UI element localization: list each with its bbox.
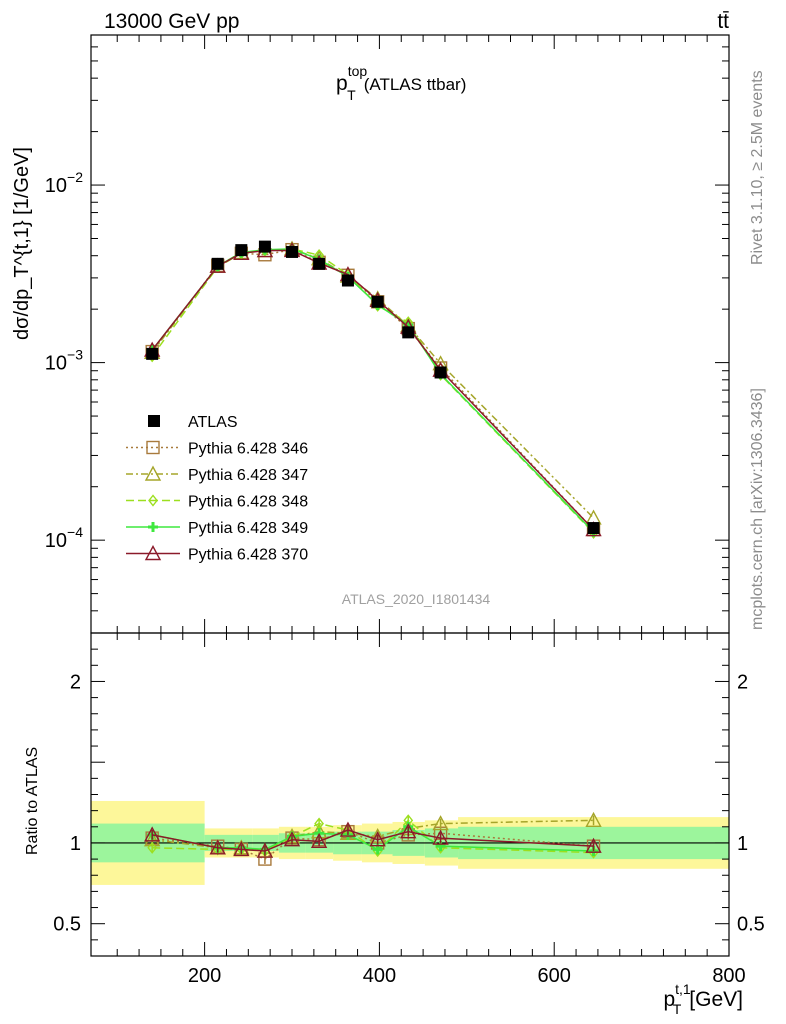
x-axis-label-sub: T [673, 1001, 682, 1017]
atlas-data-point [434, 366, 447, 379]
series-point-ratio [339, 821, 357, 837]
y-axis-label-ratio: Ratio to ATLAS [24, 747, 41, 855]
ratio-panel-series [144, 811, 602, 866]
atlas-data-point [235, 244, 248, 257]
series-point-ratio [283, 831, 301, 847]
x-tick-label: 200 [188, 965, 221, 987]
series-point-ratio [144, 826, 161, 842]
ratio-uncertainty-bands [91, 800, 729, 885]
series-point-ratio [310, 832, 328, 849]
series-point-ratio [585, 811, 602, 828]
legend-label: Pythia 6.428 346 [188, 441, 308, 458]
energy-label: 13000 GeV pp [104, 10, 239, 33]
legend-label: Pythia 6.428 348 [188, 494, 308, 511]
legend-label-atlas: ATLAS [188, 414, 238, 431]
legend-label: Pythia 6.428 349 [188, 520, 308, 537]
series-point-ratio [400, 823, 417, 839]
mcplots-label: mcplots.cern.ch [arXiv:1306.3436] [749, 388, 766, 630]
x-tick-label: 800 [712, 965, 745, 987]
atlas-data-point [371, 295, 384, 308]
legend: ATLAS Pythia 6.428 346 Pythia 6.428 347 Pyt… [126, 414, 308, 564]
series-line-top [151, 248, 595, 534]
x-axis-label-sup: t,1 [675, 981, 691, 997]
y-tick-label-ratio-left: 1 [70, 833, 81, 855]
y-tick-label-ratio-left: 0.5 [53, 914, 81, 936]
series-point-ratio [432, 815, 449, 831]
atlas-data-point [146, 347, 159, 360]
series-line-top [151, 249, 595, 531]
atlas-data-point [286, 245, 299, 258]
atlas-data-point [258, 240, 271, 253]
y-tick-label-top: 10−2 [45, 169, 83, 197]
x-axis-label: pt,1 T [GeV] [663, 981, 743, 1017]
series-point-ratio [233, 840, 250, 857]
x-axis-label-main: p [663, 988, 675, 1011]
rivet-label: Rivet 3.1.10, ≥ 2.5M events [749, 70, 766, 265]
series-point-ratio [209, 839, 226, 855]
series-point-ratio [369, 831, 386, 847]
atlas-data-point [402, 326, 415, 339]
plot-title: ptop T (ATLAS ttbar) [336, 63, 466, 103]
y-tick-label-ratio-right: 0.5 [737, 914, 765, 936]
legend-marker [144, 465, 162, 481]
plot-title-sup: top [348, 63, 368, 79]
series-line-top [151, 248, 595, 533]
x-tick-label: 400 [363, 965, 396, 987]
process-label: tt̄ [717, 10, 729, 33]
x-tick-label: 600 [538, 965, 571, 987]
legend-marker [146, 440, 160, 455]
legend-label: Pythia 6.428 370 [188, 547, 308, 564]
atlas-data-point [313, 257, 326, 270]
plot-title-sub: T [347, 87, 356, 103]
y-tick-label-ratio-right: 1 [737, 833, 748, 855]
legend-marker [144, 545, 162, 561]
series-point-ratio [256, 842, 274, 858]
plot-title-suffix: (ATLAS ttbar) [364, 75, 467, 94]
y-axis-label-top: dσ/dp_T^{t,1} [1/GeV] [11, 147, 33, 340]
series-point-ratio [147, 841, 158, 854]
y-tick-label-ratio-right: 2 [737, 671, 748, 693]
legend-marker [148, 522, 158, 532]
y-tick-label-top: 10−4 [45, 524, 83, 552]
plot-title-main: p [336, 72, 348, 95]
axis-ticks: 200 400 600 800 10−4 10−3 10−2 0.5 0.5 1 1 2 2 [45, 34, 765, 987]
top-panel-series [144, 240, 602, 539]
analysis-label: ATLAS_2020_I1801434 [342, 591, 491, 607]
legend-marker [148, 494, 158, 507]
y-tick-label-top: 10−3 [45, 347, 83, 375]
atlas-data-point [587, 522, 600, 535]
series-line-top [151, 248, 595, 531]
legend-label: Pythia 6.428 347 [188, 467, 308, 484]
x-axis-label-unit: [GeV] [689, 988, 743, 1011]
ratio-panel-frame [90, 632, 730, 957]
y-tick-label-ratio-left: 2 [70, 671, 81, 693]
atlas-data-point [341, 274, 354, 287]
atlas-data-point [211, 257, 224, 270]
legend-marker-atlas [148, 415, 160, 427]
series-point-ratio [432, 829, 449, 845]
series-point-ratio [585, 837, 602, 853]
